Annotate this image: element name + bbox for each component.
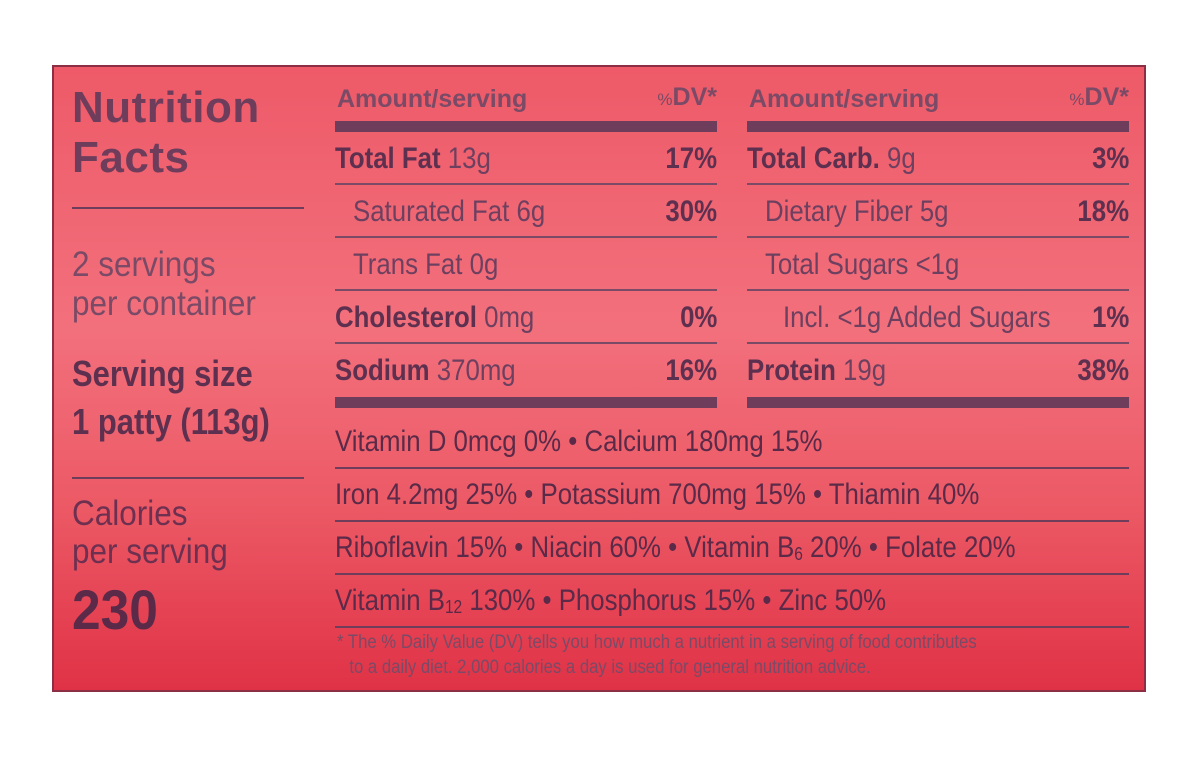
calories-line-1: Calories: [72, 494, 188, 533]
nutrient-amount: Incl. <1g Added Sugars: [783, 301, 1051, 334]
nutrient-name: Protein: [747, 354, 836, 387]
nutrient-amount: Dietary Fiber 5g: [765, 195, 949, 228]
nutrient-amount: 19g: [835, 354, 887, 387]
nutrient-dv: 30%: [665, 195, 717, 228]
vitamin-row-text: Vitamin B12 130% • Phosphorus 15% • Zinc…: [335, 584, 886, 618]
nutrient-row: Cholesterol 0mg 0%: [335, 291, 717, 344]
serving-divider: [72, 477, 304, 479]
nutrient-dv: 0%: [679, 301, 717, 334]
nutrient-dv: 18%: [1077, 195, 1129, 228]
servings-line-2: per container: [72, 284, 256, 323]
nutrition-facts-panel: Nutrition Facts 2 servings per container…: [52, 65, 1146, 692]
nutrient-row: Saturated Fat 6g 30%: [335, 185, 717, 238]
nutrient-amount: 13g: [440, 142, 491, 175]
header-thick-bar: [335, 121, 717, 132]
nutrient-row: Dietary Fiber 5g 18%: [747, 185, 1129, 238]
column-header: Amount/serving %DV*: [335, 83, 717, 121]
nutrient-dv: 1%: [1091, 301, 1129, 334]
servings-per-container: 2 servings per container: [72, 245, 256, 323]
serving-size-label: Serving size: [72, 353, 253, 394]
nutrient-name: Cholesterol: [335, 301, 477, 334]
footer-thick-bar: [335, 397, 717, 408]
vitamin-row-text: Vitamin D 0mcg 0% • Calcium 180mg 15%: [335, 425, 823, 458]
nutrient-name: Total Carb.: [747, 142, 880, 175]
footer-thick-bar: [747, 397, 1129, 408]
vitamin-row: Riboflavin 15% • Niacin 60% • Vitamin B6…: [335, 522, 1129, 575]
serving-size-value: 1 patty (113g): [72, 401, 270, 442]
nutrient-row: Total Sugars <1g: [747, 238, 1129, 291]
vitamin-row-text: Iron 4.2mg 25% • Potassium 700mg 15% • T…: [335, 478, 980, 511]
column-header: Amount/serving %DV*: [747, 83, 1129, 121]
daily-value-footnote: * The % Daily Value (DV) tells you how m…: [337, 630, 1041, 680]
dv-label: %DV*: [657, 83, 717, 112]
footnote-line-2: to a daily diet. 2,000 calories a day is…: [349, 657, 871, 678]
servings-line-1: 2 servings: [72, 245, 216, 284]
vitamin-text-part: 130% • Phosphorus 15% • Zinc 50%: [462, 584, 887, 617]
nutrient-name: Total Fat: [335, 142, 441, 175]
nutrient-dv: 17%: [665, 142, 717, 175]
nutrient-amount: 370mg: [429, 354, 516, 387]
calories-line-2: per serving: [72, 532, 228, 571]
title-line-2: Facts: [72, 133, 190, 182]
nutrient-dv: 38%: [1077, 354, 1129, 387]
serving-size: Serving size 1 patty (113g): [72, 350, 270, 446]
dv-label: %DV*: [1069, 83, 1129, 112]
nutrient-column-right: Amount/serving %DV* Total Carb. 9g 3% Di…: [747, 83, 1129, 408]
nutrient-row: Protein 19g 38%: [747, 344, 1129, 397]
nutrient-amount: Saturated Fat 6g: [353, 195, 546, 228]
nutrient-row: Total Carb. 9g 3%: [747, 132, 1129, 185]
nutrient-name: Sodium: [335, 354, 430, 387]
title-line-1: Nutrition: [72, 83, 260, 132]
nutrient-dv: 16%: [665, 354, 717, 387]
amount-serving-label: Amount/serving: [749, 85, 940, 113]
dv-percent-sign: %: [1069, 90, 1085, 109]
nutrient-amount: 0mg: [476, 301, 535, 334]
nutrient-row: Sodium 370mg 16%: [335, 344, 717, 397]
nutrient-amount: 9g: [879, 142, 916, 175]
nutrient-row: Incl. <1g Added Sugars 1%: [747, 291, 1129, 344]
title-divider: [72, 207, 304, 209]
nutrient-row: Total Fat 13g 17%: [335, 132, 717, 185]
vitamin-row: Vitamin B12 130% • Phosphorus 15% • Zinc…: [335, 575, 1129, 628]
nutrient-column-left: Amount/serving %DV* Total Fat 13g 17% Sa…: [335, 83, 717, 408]
calories-value: 230: [72, 578, 158, 641]
nutrition-facts-title: Nutrition Facts: [72, 83, 260, 183]
vitamin-row-text: Riboflavin 15% • Niacin 60% • Vitamin B6…: [335, 531, 1016, 565]
vitamin-subscript: 6: [794, 544, 803, 564]
vitamin-text-part: Riboflavin 15% • Niacin 60% • Vitamin B: [335, 531, 795, 564]
vitamin-row: Vitamin D 0mcg 0% • Calcium 180mg 15%: [335, 416, 1129, 469]
header-thick-bar: [747, 121, 1129, 132]
nutrient-amount: Total Sugars <1g: [765, 248, 960, 281]
dv-percent-sign: %: [657, 90, 673, 109]
amount-serving-label: Amount/serving: [337, 85, 528, 113]
nutrient-dv: 3%: [1091, 142, 1129, 175]
vitamin-row: Iron 4.2mg 25% • Potassium 700mg 15% • T…: [335, 469, 1129, 522]
nutrient-amount: Trans Fat 0g: [353, 248, 499, 281]
nutrient-row: Trans Fat 0g: [335, 238, 717, 291]
dv-text: DV*: [1084, 83, 1129, 111]
vitamin-text-part: Vitamin B: [335, 584, 445, 617]
vitamin-text-part: 20% • Folate 20%: [802, 531, 1016, 564]
footnote-line-1: * The % Daily Value (DV) tells you how m…: [337, 632, 977, 653]
calories-label: Calories per serving: [72, 495, 228, 571]
dv-text: DV*: [672, 83, 717, 111]
vitamin-subscript: 12: [444, 597, 463, 617]
